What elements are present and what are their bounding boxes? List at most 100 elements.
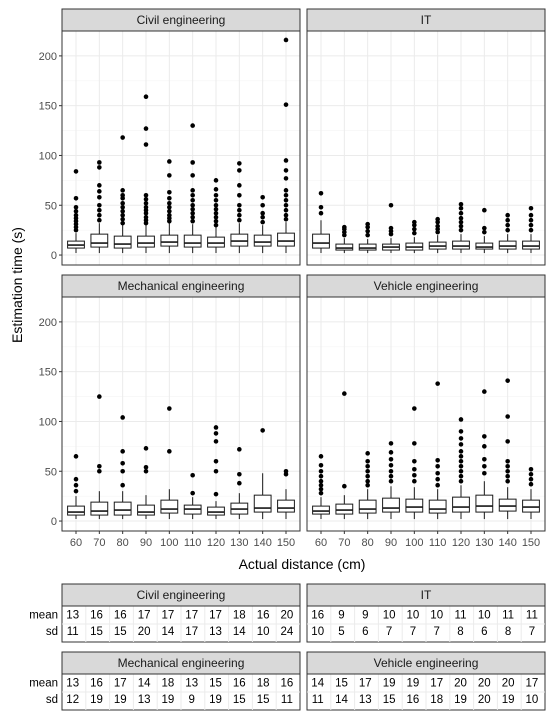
outlier-point [412,226,417,232]
mean-value: 18 [257,678,270,690]
outlier-point [120,449,125,454]
outlier-point [237,202,242,208]
x-tick-label: 110 [184,537,202,549]
outlier-point [143,200,149,206]
x-tick-label: 80 [362,537,374,549]
outlier-point [342,483,347,489]
outlier-point [458,436,464,441]
outlier-point [120,200,125,206]
outlier-point [365,458,370,464]
mean-value: 13 [185,678,198,690]
outlier-point [97,207,102,213]
outlier-point [388,462,394,468]
summary-strip [306,583,546,607]
outlier-point [97,189,102,194]
outlier-point [365,473,370,479]
box-iqr [113,235,132,249]
box-60 [312,191,330,254]
outlier-point [190,173,195,178]
sd-value: 14 [233,626,246,638]
outlier-point [97,212,102,218]
panel-civil-engineering: Civil engineering 0 50 100 150 200 [39,8,301,266]
box-150 [277,37,295,254]
outlier-point [505,439,510,444]
outlier-point [458,442,464,447]
sd-value: 19 [209,694,222,706]
outlier-point [213,197,219,203]
sd-value: 7 [410,626,416,638]
panel-background [307,31,545,265]
box-iqr [358,243,377,251]
outlier-point [435,482,440,488]
outlier-point [528,471,534,477]
outlier-point [237,192,242,198]
outlier-point [388,225,394,231]
outlier-point [365,468,370,474]
outlier-point [190,490,195,496]
sd-value: 24 [281,626,294,638]
outlier-point [97,165,102,170]
outlier-point [482,434,487,439]
sd-value: 10 [311,626,324,638]
outlier-point [167,449,172,454]
box-iqr [137,504,155,516]
outlier-point [167,204,172,210]
outlier-point [505,222,510,228]
outlier-point [458,458,464,464]
outlier-point [167,200,172,206]
mean-value: 19 [407,678,420,690]
box-iqr [498,240,517,250]
mean-value: 14 [138,678,151,690]
outlier-point [283,207,289,213]
box-80 [113,135,132,254]
outlier-point [365,478,370,484]
y-tick-label: 200 [39,51,57,63]
outlier-point [143,468,149,474]
box-150 [522,466,540,520]
mean-value: 20 [454,678,467,690]
outlier-point [505,478,510,484]
sd-value: 13 [209,626,222,638]
summary-strip-label: Mechanical engineering [118,656,245,670]
outlier-point [412,458,417,464]
outlier-point [458,201,464,207]
outlier-point [482,225,487,231]
outlier-point [213,431,219,436]
sd-value: 11 [281,694,293,706]
sd-value: 11 [312,694,324,706]
outlier-point [482,229,487,235]
outlier-point [213,214,219,220]
x-tick-label: 150 [277,537,295,549]
outlier-point [120,135,125,140]
panel-background [62,297,300,531]
outlier-point [412,478,417,484]
summary-strip [61,583,301,607]
sd-value: 20 [478,694,491,706]
outlier-point [97,202,102,208]
outlier-point [190,218,195,224]
panel-background [62,31,300,265]
mean-value: 13 [66,610,79,622]
box-iqr [207,236,225,248]
outlier-point [412,466,417,472]
outlier-point [318,462,324,468]
sd-row-label: sd [46,694,58,706]
panel-it: IT [306,8,546,266]
box-60 [67,169,85,254]
outlier-point [237,168,242,173]
outlier-point [482,470,487,476]
sd-value: 8 [505,626,511,638]
outlier-point [505,473,510,479]
outlier-point [318,204,324,210]
outlier-point [213,218,219,224]
outlier-point [143,192,149,198]
outlier-point [318,191,324,196]
box-140 [253,194,272,254]
outlier-point [458,210,464,216]
y-tick-label: 50 [45,200,57,212]
mean-value: 15 [335,678,348,690]
outlier-point [73,482,79,488]
summary-strip [306,651,546,675]
x-tick-label: 130 [475,537,493,549]
y-tick-label: 100 [39,416,57,428]
